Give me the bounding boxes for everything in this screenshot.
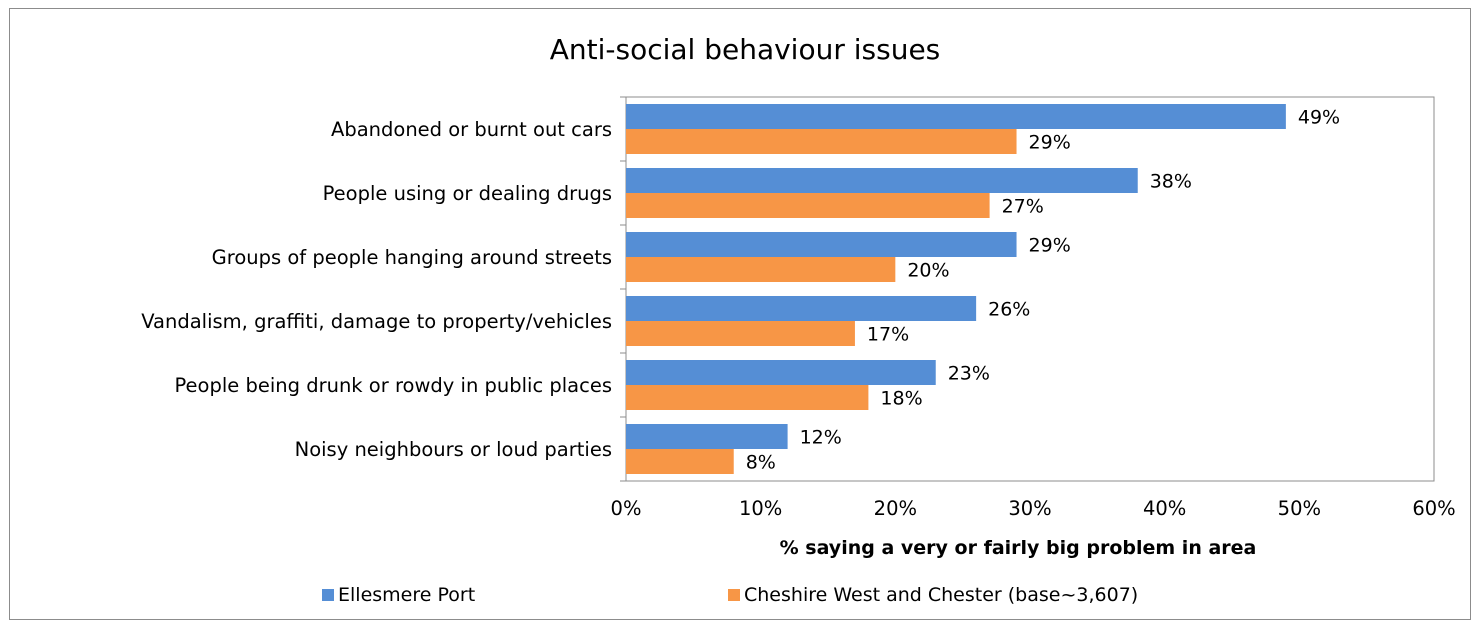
data-label: 8% — [746, 452, 776, 474]
category-label: Abandoned or burnt out cars — [331, 118, 612, 141]
category-label: Vandalism, graffiti, damage to property/… — [141, 310, 612, 333]
bar-chart: Anti-social behaviour issues 49% 29% Aband… — [141, 33, 1456, 606]
x-tick-label: 30% — [1008, 497, 1051, 520]
bar-cheshire-west-5 — [626, 449, 734, 474]
legend-label: Ellesmere Port — [338, 584, 475, 606]
legend-swatch-cheshire-west — [728, 589, 740, 601]
x-tick-label: 40% — [1143, 497, 1186, 520]
category-label: Groups of people hanging around streets — [212, 246, 612, 269]
bar-ellesmere-port-5 — [626, 424, 788, 449]
legend: Ellesmere Port Cheshire West and Chester … — [322, 584, 1138, 606]
category-label: Noisy neighbours or loud parties — [295, 438, 612, 461]
bar-ellesmere-port-0 — [626, 104, 1286, 129]
plot-border — [625, 96, 1435, 482]
data-label: 20% — [907, 260, 949, 282]
chart-title: Anti-social behaviour issues — [550, 33, 941, 66]
plot-area: 49% 29% Abandoned or burnt out cars 38% 27% P… — [141, 96, 1456, 520]
x-axis-title: % saying a very or fairly big problem in… — [780, 537, 1257, 559]
bar-ellesmere-port-3 — [626, 296, 977, 321]
x-tick-label: 50% — [1278, 497, 1321, 520]
legend-swatch-ellesmere-port — [322, 589, 334, 601]
data-label: 38% — [1150, 171, 1192, 193]
bar-cheshire-west-0 — [626, 129, 1017, 154]
bar-cheshire-west-1 — [626, 193, 990, 218]
x-tick-label: 0% — [611, 497, 642, 520]
data-label: 27% — [1002, 196, 1044, 218]
data-label: 23% — [948, 363, 990, 385]
bar-ellesmere-port-1 — [626, 168, 1138, 193]
data-label: 49% — [1298, 107, 1340, 129]
x-tick-label: 20% — [874, 497, 917, 520]
data-label: 17% — [867, 324, 909, 346]
legend-label: Cheshire West and Chester (base~3,607) — [744, 584, 1138, 606]
bar-ellesmere-port-2 — [626, 232, 1017, 257]
data-label: 29% — [1029, 132, 1071, 154]
data-label: 12% — [800, 427, 842, 449]
category-label: People being drunk or rowdy in public pl… — [174, 374, 612, 397]
category-label: People using or dealing drugs — [323, 182, 612, 205]
data-label: 26% — [988, 299, 1030, 321]
bar-cheshire-west-3 — [626, 321, 855, 346]
x-tick-label: 60% — [1412, 497, 1455, 520]
x-tick-label: 10% — [739, 497, 782, 520]
bar-cheshire-west-4 — [626, 385, 869, 410]
data-label: 29% — [1029, 235, 1071, 257]
chart-frame: Anti-social behaviour issues 49% 29% Aband… — [9, 8, 1471, 620]
bar-ellesmere-port-4 — [626, 360, 936, 385]
bar-cheshire-west-2 — [626, 257, 896, 282]
data-label: 18% — [880, 388, 922, 410]
